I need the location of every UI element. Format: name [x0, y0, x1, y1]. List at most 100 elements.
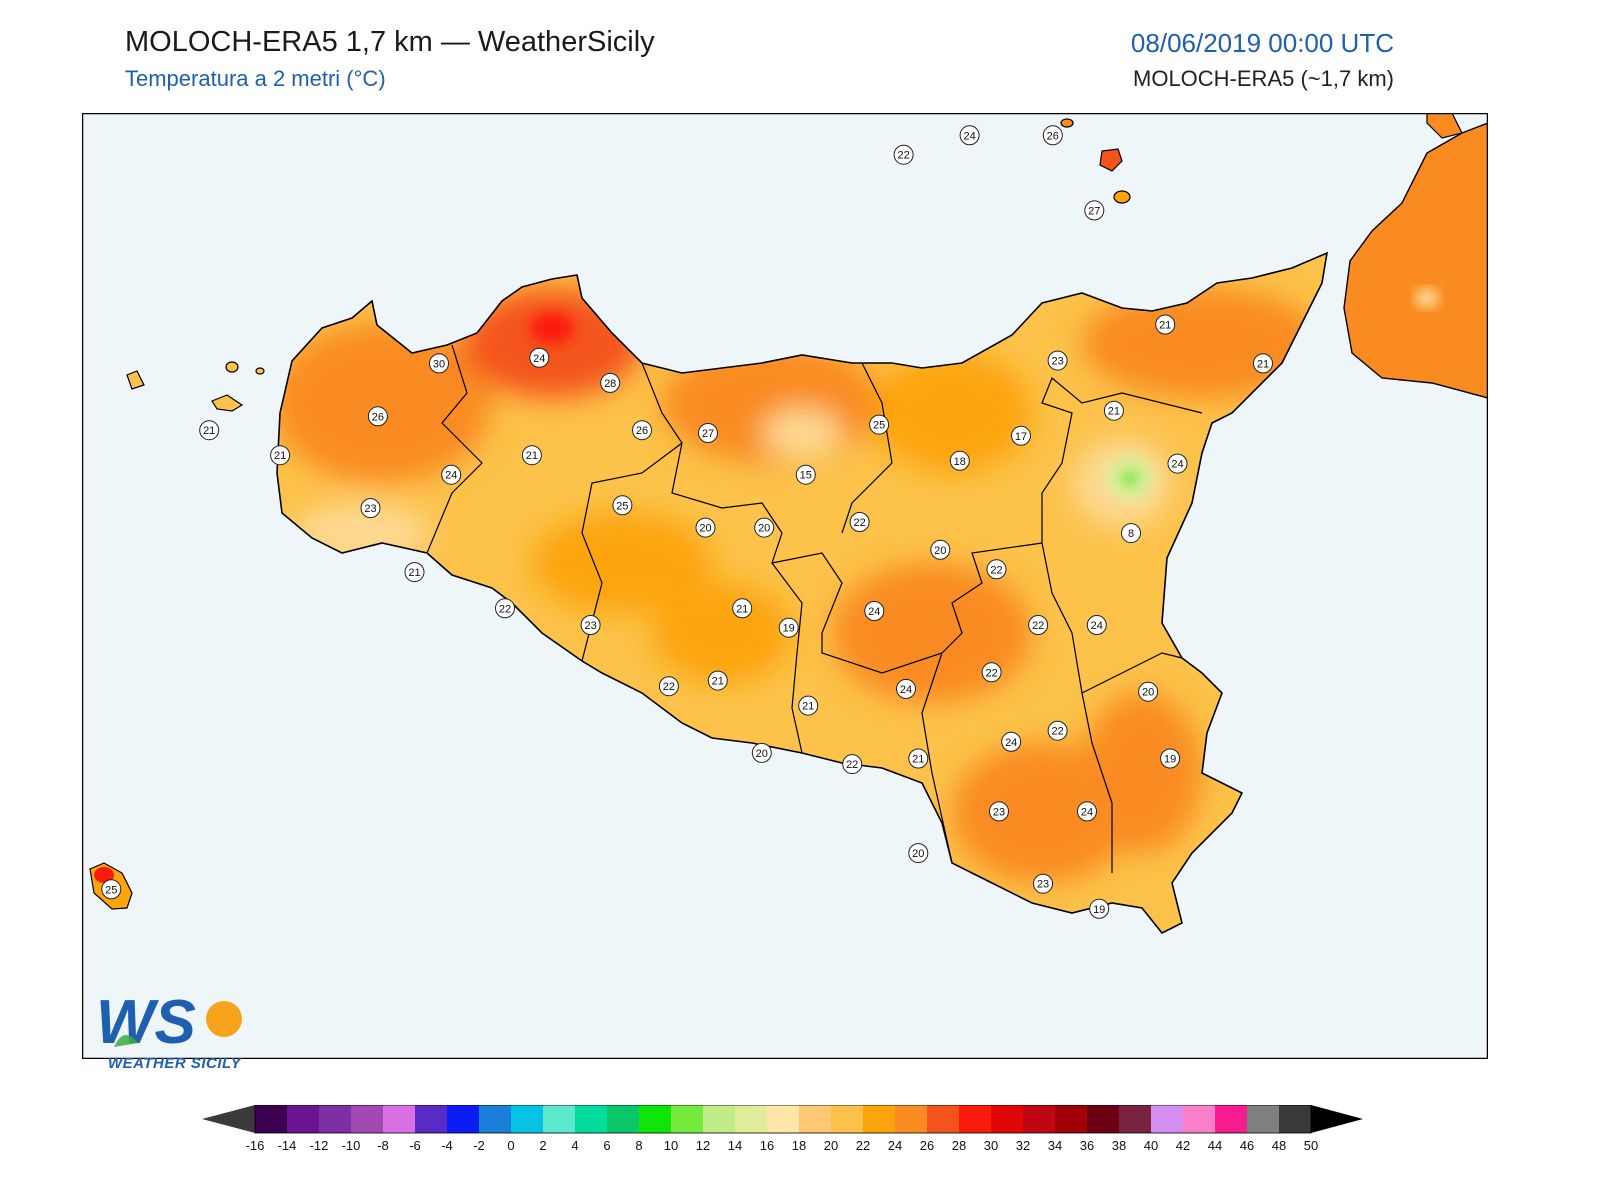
station-circle [367, 406, 388, 427]
station-circle [1084, 200, 1105, 221]
station-marker: 20 [754, 517, 775, 538]
station-circle [1086, 615, 1107, 635]
colorbar-tick-label: 6 [603, 1138, 610, 1153]
colorbar-tick-label: -12 [310, 1138, 329, 1153]
station-circle [908, 843, 929, 864]
station-value: 15 [800, 470, 812, 482]
station-value: 21 [712, 676, 724, 688]
station-circle [1011, 425, 1031, 446]
colorbar-tick-label: 50 [1304, 1138, 1318, 1153]
colorbar-tick-label: 48 [1272, 1138, 1286, 1153]
station-marker: 22 [893, 144, 914, 165]
colorbar-tick-label: 34 [1048, 1138, 1062, 1153]
colorbar-under-arrow [202, 1105, 255, 1133]
colorbar-cell [415, 1105, 447, 1133]
colorbar-tick-label: -8 [377, 1138, 389, 1153]
station-circle [1160, 748, 1181, 769]
station-value: 20 [758, 523, 770, 535]
station-circle [798, 695, 819, 716]
station-value: 22 [1032, 620, 1044, 632]
logo-letters: WS [96, 988, 196, 1055]
station-circle [1047, 350, 1068, 371]
colorbar-tick-label: -4 [441, 1138, 453, 1153]
colorbar-tick-label: 24 [888, 1138, 902, 1153]
egadi-islands [126, 361, 265, 412]
station-circle [360, 498, 381, 519]
station-circle [495, 598, 515, 619]
station-circle [612, 495, 633, 516]
station-circle [1138, 681, 1159, 702]
colorbar-tick-label: 0 [507, 1138, 514, 1153]
colorbar-tick-label: -14 [278, 1138, 297, 1153]
station-marker: 27 [698, 423, 718, 443]
colorbar-cell [767, 1105, 799, 1133]
station-marker: 20 [930, 539, 951, 560]
station-value: 21 [274, 450, 286, 462]
station-value: 18 [954, 456, 966, 468]
station-marker: 24 [441, 464, 462, 485]
station-marker: 21 [1103, 400, 1124, 421]
station-circle [869, 414, 890, 435]
station-marker: 24 [1086, 615, 1107, 635]
station-value: 24 [533, 353, 545, 365]
station-value: 22 [1051, 726, 1063, 738]
station-circle [986, 559, 1007, 580]
station-circle [959, 125, 980, 146]
colorbar-cell [1023, 1105, 1055, 1133]
station-value: 20 [1142, 687, 1154, 699]
station-marker: 23 [360, 498, 381, 519]
station-circle [732, 598, 753, 619]
colorbar-tick-label: 22 [856, 1138, 870, 1153]
station-marker: 22 [986, 559, 1007, 580]
colorbar-tick-label: 30 [984, 1138, 998, 1153]
station-circle [580, 615, 601, 635]
station-marker: 20 [908, 843, 929, 864]
station-value: 25 [873, 420, 885, 432]
station-value: 22 [663, 681, 675, 693]
station-value: 26 [636, 425, 648, 437]
station-value: 20 [934, 545, 946, 557]
colorbar-cell [1119, 1105, 1151, 1133]
colorbar-cell [703, 1105, 735, 1133]
colorbar-cell [959, 1105, 991, 1133]
weathersicily-logo: WS [96, 988, 242, 1055]
station-circle [1167, 453, 1188, 474]
colorbar-tick-label: -10 [342, 1138, 361, 1153]
station-circle [930, 539, 951, 560]
colorbar-tick-label: 40 [1144, 1138, 1158, 1153]
station-circle [1042, 125, 1063, 146]
station-marker: 19 [1160, 748, 1181, 769]
station-value: 21 [1108, 406, 1120, 418]
map-subtitle: Temperatura a 2 metri (°C) [125, 66, 386, 91]
station-marker: 19 [1089, 898, 1110, 919]
station-circle [896, 678, 916, 699]
station-circle [949, 450, 970, 471]
station-value: 20 [699, 523, 711, 535]
station-circle [1155, 314, 1176, 335]
station-circle [199, 420, 220, 441]
station-circle [600, 372, 621, 393]
colorbar-cell [1151, 1105, 1183, 1133]
colorbar-tick-label: 10 [664, 1138, 678, 1153]
station-value: 21 [912, 754, 924, 766]
station-marker: 21 [908, 748, 929, 769]
colorbar-tick-label: 44 [1208, 1138, 1222, 1153]
province-borders [426, 344, 1203, 873]
colorbar-cell [511, 1105, 543, 1133]
station-marker: 24 [1001, 731, 1022, 752]
station-marker: 17 [1011, 425, 1031, 446]
station-circle [1253, 353, 1273, 374]
station-value: 21 [408, 567, 420, 579]
colorbar-tick-label: 18 [792, 1138, 806, 1153]
station-marker: 26 [1042, 125, 1063, 146]
colorbar-cell [895, 1105, 927, 1133]
aeolian-islands [1060, 118, 1131, 204]
model-name: MOLOCH-ERA5 (~1,7 km) [1133, 66, 1394, 91]
colorbar-over-arrow [1311, 1105, 1363, 1133]
station-marker: 22 [658, 676, 679, 697]
station-circle [529, 347, 550, 368]
station-value: 21 [1159, 320, 1171, 332]
station-circle [1089, 898, 1110, 919]
colorbar-cell [319, 1105, 351, 1133]
colorbar-cell [1183, 1105, 1215, 1133]
